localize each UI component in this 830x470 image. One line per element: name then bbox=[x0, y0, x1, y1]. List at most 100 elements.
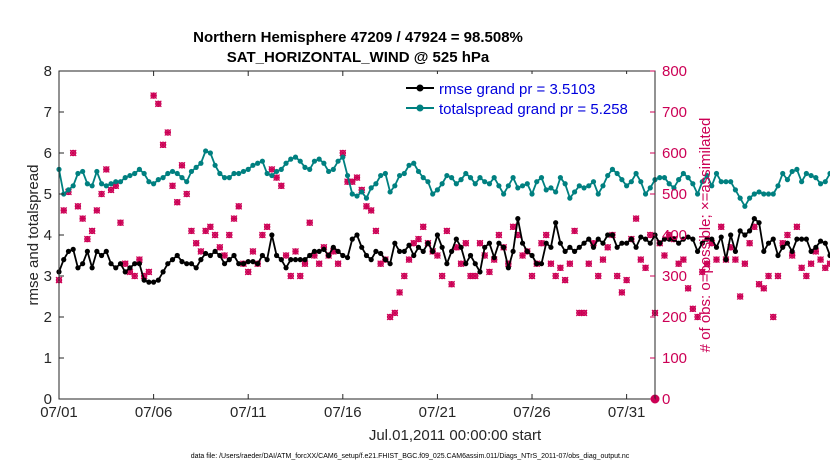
totalspread-point bbox=[553, 189, 559, 195]
rmse-point bbox=[628, 236, 634, 242]
rmse-point bbox=[94, 248, 100, 254]
rmse-point bbox=[642, 236, 649, 242]
rmse-point bbox=[103, 248, 109, 254]
rmse-point bbox=[236, 261, 242, 267]
rmse-point bbox=[600, 240, 606, 246]
obs-assimilated-point bbox=[102, 165, 110, 173]
totalspread-point bbox=[103, 183, 109, 189]
totalspread-point bbox=[737, 195, 743, 201]
rmse-point bbox=[250, 259, 256, 265]
rmse-point bbox=[411, 252, 417, 259]
obs-assimilated-point bbox=[613, 272, 621, 280]
totalspread-point bbox=[624, 183, 630, 189]
totalspread-point bbox=[425, 179, 431, 185]
obs-assimilated-point bbox=[173, 198, 181, 206]
totalspread-point bbox=[482, 179, 488, 185]
rmse-point bbox=[269, 232, 275, 238]
y-tick-label-left: 1 bbox=[44, 350, 52, 367]
rmse-point bbox=[193, 265, 199, 271]
rmse-point bbox=[141, 277, 147, 283]
rmse-point bbox=[737, 228, 743, 234]
legend-rmse-marker bbox=[416, 84, 424, 92]
totalspread-point bbox=[278, 166, 284, 172]
y-tick-label-right: 100 bbox=[662, 350, 687, 367]
obs-assimilated-point bbox=[561, 276, 569, 284]
x-tick-label: 07/01 bbox=[40, 404, 78, 421]
rmse-point bbox=[84, 248, 90, 254]
rmse-point bbox=[529, 252, 535, 259]
obs-assimilated-point bbox=[471, 272, 479, 280]
totalspread-point bbox=[581, 185, 587, 191]
totalspread-point bbox=[784, 177, 791, 183]
rmse-point bbox=[562, 248, 568, 254]
totalspread-point bbox=[392, 183, 398, 189]
obs-assimilated-point bbox=[661, 252, 668, 259]
rmse-point bbox=[321, 246, 327, 252]
legend-totalspread-marker bbox=[416, 104, 424, 112]
obs-assimilated-point bbox=[802, 272, 810, 280]
obs-assimilated-point bbox=[774, 272, 782, 280]
totalspread-point bbox=[184, 179, 190, 185]
totalspread-point bbox=[817, 181, 824, 187]
totalspread-point bbox=[70, 183, 76, 189]
rmse-point bbox=[117, 261, 124, 267]
rmse-point bbox=[742, 232, 748, 238]
totalspread-point bbox=[614, 170, 620, 177]
totalspread-point bbox=[349, 191, 355, 197]
rmse-point bbox=[65, 248, 72, 254]
rmse-point bbox=[666, 236, 672, 242]
totalspread-point bbox=[789, 168, 795, 175]
totalspread-point bbox=[510, 175, 516, 181]
rmse-point bbox=[288, 257, 294, 263]
totalspread-point bbox=[430, 191, 436, 197]
totalspread-point bbox=[728, 179, 734, 185]
obs-assimilated-point bbox=[93, 206, 101, 214]
totalspread-point bbox=[694, 191, 701, 197]
rmse-point bbox=[534, 261, 540, 267]
totalspread-point bbox=[203, 148, 209, 154]
totalspread-point bbox=[434, 187, 441, 193]
rmse-point bbox=[146, 279, 152, 285]
obs-assimilated-point bbox=[599, 256, 607, 264]
rmse-point bbox=[449, 248, 455, 254]
obs-assimilated-point bbox=[528, 272, 536, 280]
totalspread-point bbox=[775, 183, 781, 189]
obs-assimilated-point bbox=[372, 227, 380, 235]
totalspread-point bbox=[269, 172, 275, 179]
rmse-point bbox=[198, 257, 204, 263]
obs-assimilated-point bbox=[741, 260, 749, 268]
rmse-point bbox=[519, 240, 526, 246]
totalspread-point bbox=[685, 175, 691, 181]
rmse-point bbox=[501, 244, 507, 250]
rmse-point bbox=[619, 240, 625, 246]
totalspread-point bbox=[822, 179, 828, 185]
obs-assimilated-point bbox=[694, 313, 701, 321]
rmse-point bbox=[676, 240, 682, 246]
totalspread-point bbox=[207, 150, 213, 156]
rmse-point bbox=[368, 257, 374, 263]
totalspread-point bbox=[411, 160, 417, 166]
totalspread-point bbox=[638, 179, 644, 185]
obs-assimilated-point bbox=[230, 215, 238, 223]
totalspread-point bbox=[273, 168, 280, 175]
totalspread-point bbox=[666, 181, 672, 187]
totalspread-point bbox=[141, 170, 147, 177]
obs-assimilated-point bbox=[334, 260, 342, 268]
totalspread-point bbox=[718, 179, 724, 185]
rmse-point bbox=[808, 248, 814, 254]
rmse-point bbox=[657, 240, 663, 246]
totalspread-point bbox=[680, 170, 686, 177]
rmse-point bbox=[775, 252, 781, 259]
obs-assimilated-point bbox=[769, 313, 777, 321]
rmse-point bbox=[661, 236, 668, 242]
obs-assimilated-point bbox=[159, 141, 167, 149]
obs-assimilated-point bbox=[438, 272, 446, 280]
rmse-point bbox=[151, 279, 157, 285]
rmse-point bbox=[718, 234, 724, 240]
totalspread-point bbox=[709, 183, 715, 189]
rmse-point bbox=[231, 252, 237, 259]
rmse-point bbox=[728, 232, 734, 238]
obs-assimilated-point bbox=[353, 174, 361, 182]
rmse-point bbox=[647, 240, 653, 246]
totalspread-point bbox=[226, 175, 232, 181]
